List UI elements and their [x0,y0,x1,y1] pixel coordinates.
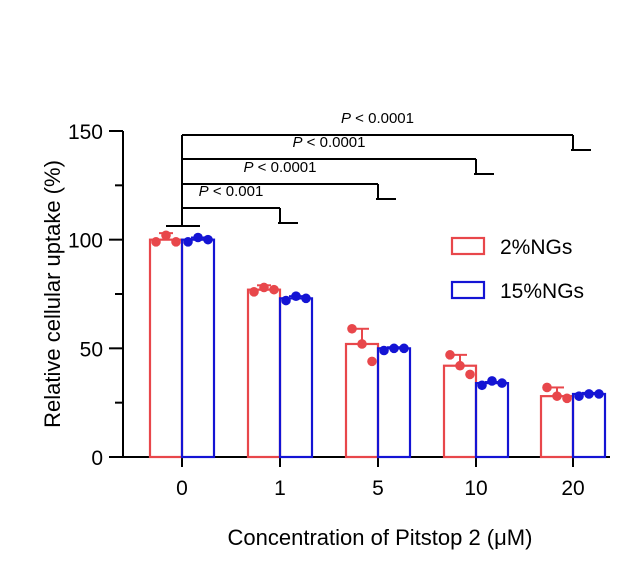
y-axis-title: Relative cellular uptake (%) [40,160,65,428]
data-point [367,356,377,367]
legend-swatch [450,236,486,256]
data-point [379,345,389,356]
data-point [497,378,507,388]
data-point [562,393,572,404]
data-point [161,230,171,241]
data-point [542,382,552,393]
x-tick-label: 5 [372,477,384,500]
x-tick-label: 20 [561,477,584,500]
data-point [594,389,604,399]
data-point [203,234,213,245]
data-point [487,376,497,386]
legend: 2%NGs 15%NGs [450,236,584,303]
bar [180,238,216,459]
data-points [151,230,604,404]
bar [148,238,184,459]
data-point [357,339,367,349]
bar [539,395,575,459]
data-point [399,343,409,354]
x-tick-label: 1 [274,477,286,500]
legend-label: 15%NGs [500,280,584,303]
x-axis-title: Concentration of Pitstop 2 (μM) [228,525,533,550]
data-point [574,391,584,401]
legend-swatch [450,280,486,300]
data-point [477,380,487,391]
bar [376,347,412,459]
y-tick-label: 50 [80,338,103,361]
data-point [249,287,259,297]
bar [571,392,607,459]
data-point [445,350,455,360]
data-point [183,237,193,247]
bar [278,297,314,459]
p-value-label: P < 0.0001 [341,110,414,127]
data-point [347,323,357,334]
y-tick-label: 100 [68,230,103,253]
significance-brackets: P < 0.001 P < 0.0001 P < 0.0001 P < 0.0001 [166,110,591,227]
data-point [151,237,161,247]
y-tick-label: 150 [68,121,103,144]
x-tick-label: 0 [176,477,188,500]
legend-label: 2%NGs [500,236,572,259]
data-point [269,284,279,295]
data-point [552,391,562,401]
p-value-label: P < 0.0001 [244,159,317,176]
data-point [455,360,465,371]
data-point [584,389,594,399]
data-point [193,232,203,243]
data-point [259,282,269,293]
data-point [389,343,399,354]
data-point [291,291,301,301]
data-point [301,293,311,304]
bar [246,288,282,459]
y-tick-label: 0 [91,447,103,470]
data-point [281,295,291,306]
data-point [171,237,181,247]
p-value-label: P < 0.001 [199,183,264,200]
p-value-label: P < 0.0001 [293,134,366,151]
x-tick-label: 10 [464,477,487,500]
bar [442,364,478,459]
bar [474,382,510,459]
bars [148,232,607,459]
data-point [465,369,475,380]
